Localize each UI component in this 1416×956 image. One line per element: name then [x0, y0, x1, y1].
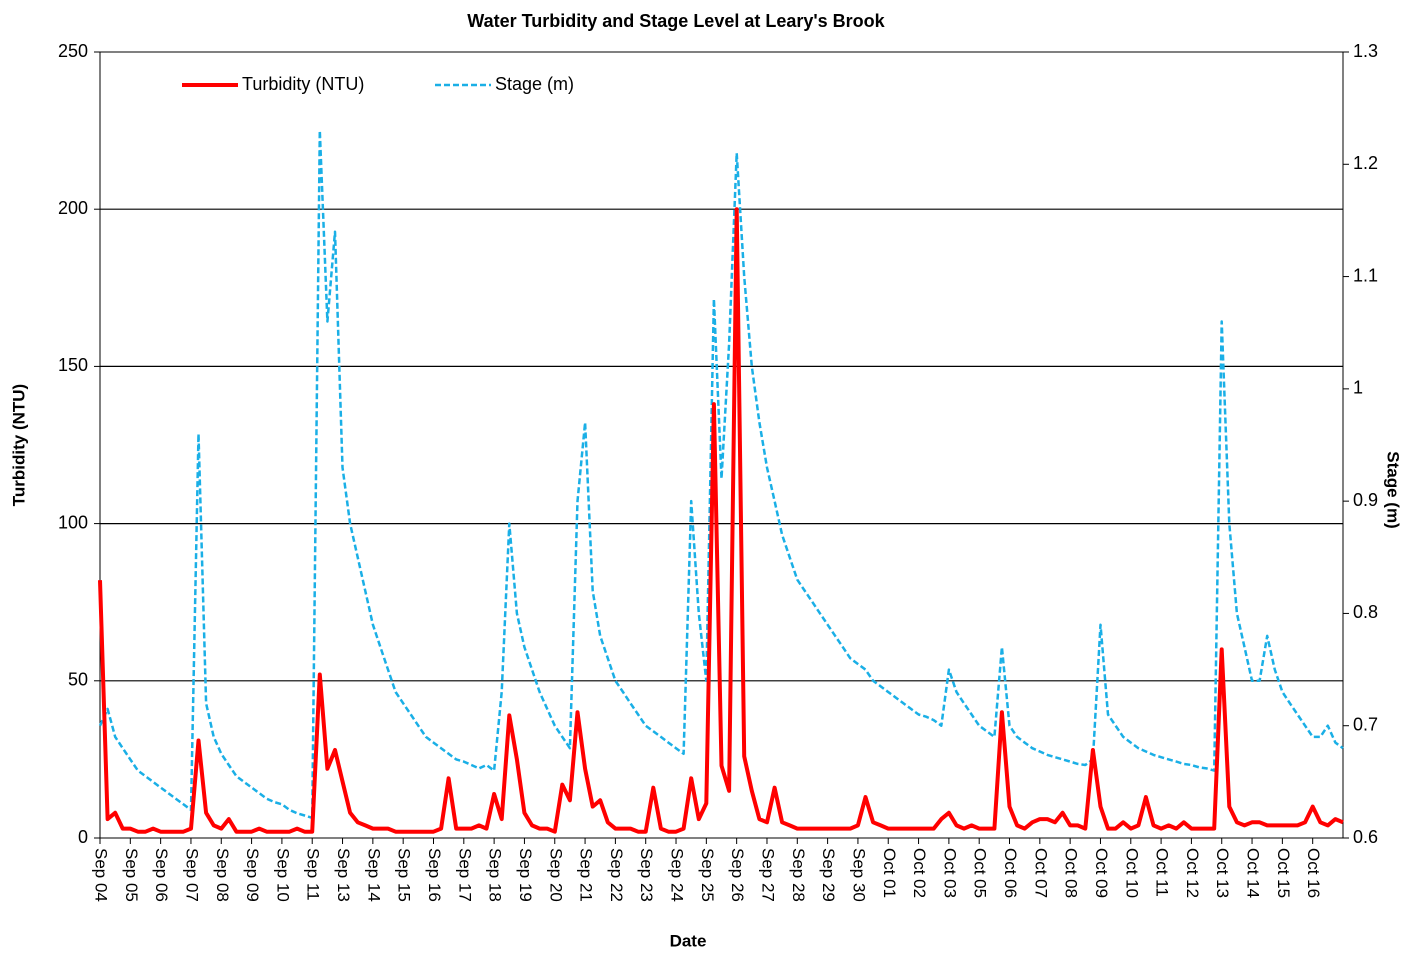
x-tick-label: Sep 07 [182, 848, 201, 902]
data-line [98, 207, 1344, 834]
x-tick-label: Sep 30 [849, 848, 868, 902]
x-tick-label: Sep 19 [516, 848, 535, 902]
x-tick-label: Oct 01 [880, 848, 899, 898]
y-tick-label: 100 [58, 512, 88, 532]
y2-axis-title: Stage (m) [1384, 451, 1403, 528]
x-tick-label: Sep 23 [637, 848, 656, 902]
x-tick-label: Sep 24 [668, 848, 687, 902]
y2-tick-label: 0.8 [1353, 602, 1378, 622]
x-tick-label: Oct 06 [1001, 848, 1020, 898]
data-line [98, 129, 1344, 820]
legend-label: Turbidity (NTU) [242, 74, 364, 94]
x-tick-label: Oct 12 [1183, 848, 1202, 898]
x-tick-label: Oct 14 [1244, 848, 1263, 898]
x-tick-label: Sep 15 [395, 848, 414, 902]
y-tick-label: 200 [58, 198, 88, 218]
y-tick-label: 250 [58, 41, 88, 61]
x-tick-label: Oct 05 [971, 848, 990, 898]
x-tick-label: Sep 08 [213, 848, 232, 902]
x-tick-label: Sep 26 [728, 848, 747, 902]
y2-tick-label: 1.1 [1353, 265, 1378, 285]
x-tick-label: Oct 08 [1062, 848, 1081, 898]
y-tick-label: 0 [78, 827, 88, 847]
x-tick-label: Sep 20 [546, 848, 565, 902]
x-tick-label: Sep 16 [425, 848, 444, 902]
chart-title: Water Turbidity and Stage Level at Leary… [467, 11, 885, 31]
y2-tick-label: 1 [1353, 378, 1363, 398]
x-tick-label: Sep 22 [607, 848, 626, 902]
legend-label: Stage (m) [495, 74, 574, 94]
x-tick-label: Oct 09 [1092, 848, 1111, 898]
x-tick-label: Sep 25 [698, 848, 717, 902]
y-tick-label: 150 [58, 355, 88, 375]
x-tick-label: Oct 10 [1122, 848, 1141, 898]
y-tick-label: 50 [68, 670, 88, 690]
x-tick-label: Sep 05 [122, 848, 141, 902]
x-tick-label: Sep 09 [243, 848, 262, 902]
x-tick-label: Oct 13 [1213, 848, 1232, 898]
y2-tick-label: 0.6 [1353, 827, 1378, 847]
x-tick-label: Oct 03 [940, 848, 959, 898]
x-tick-label: Sep 04 [92, 848, 111, 902]
plot-frame [99, 51, 1344, 839]
x-tick-label: Sep 13 [334, 848, 353, 902]
x-tick-label: Sep 27 [758, 848, 777, 902]
x-tick-label: Oct 11 [1153, 848, 1172, 897]
x-tick-label: Sep 14 [364, 848, 383, 902]
y2-tick-label: 0.9 [1353, 490, 1378, 510]
x-tick-label: Oct 02 [910, 848, 929, 898]
y-axis-title: Turbidity (NTU) [9, 384, 28, 506]
x-tick-label: Sep 06 [152, 848, 171, 902]
y2-tick-label: 0.7 [1353, 714, 1378, 734]
x-tick-label: Oct 16 [1304, 848, 1323, 898]
x-tick-label: Sep 17 [455, 848, 474, 902]
x-tick-label: Sep 28 [789, 848, 808, 902]
x-tick-label: Sep 29 [819, 848, 838, 902]
x-tick-label: Sep 18 [486, 848, 505, 902]
y2-tick-label: 1.3 [1353, 41, 1378, 61]
x-tick-label: Sep 10 [273, 848, 292, 902]
y2-tick-label: 1.2 [1353, 153, 1378, 173]
x-tick-label: Sep 11 [304, 848, 323, 901]
x-tick-label: Oct 07 [1031, 848, 1050, 898]
x-axis-title: Date [670, 931, 707, 950]
x-tick-label: Oct 15 [1274, 848, 1293, 898]
x-tick-label: Sep 21 [577, 848, 596, 902]
